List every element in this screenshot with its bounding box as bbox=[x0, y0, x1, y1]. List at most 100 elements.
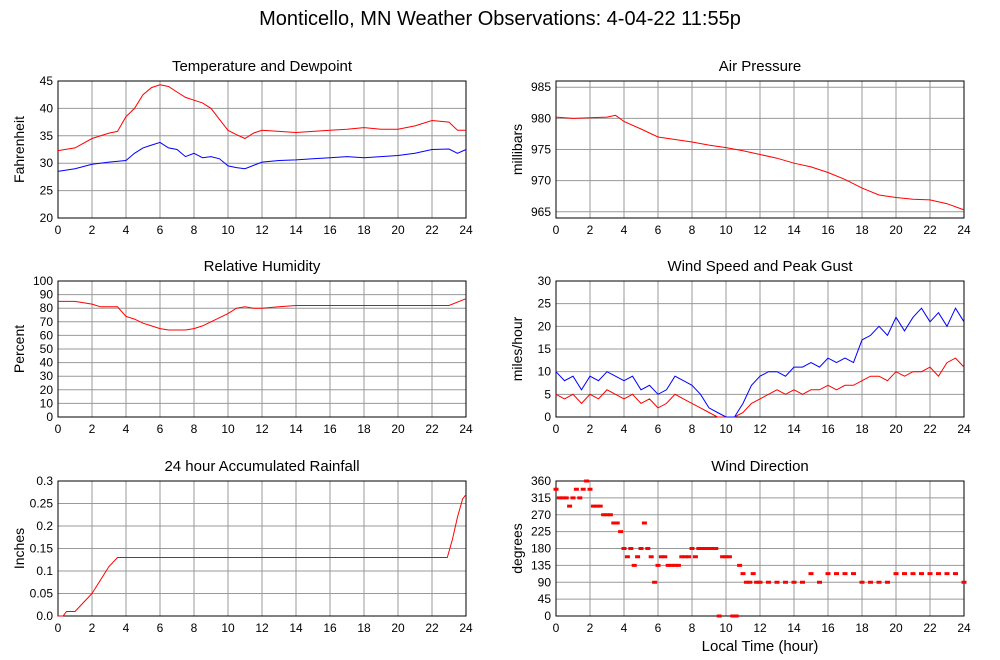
data-point bbox=[961, 580, 967, 584]
series-line-1 bbox=[57, 141, 467, 172]
y-tick-label: 90 bbox=[40, 288, 54, 302]
x-tick-label: 22 bbox=[425, 422, 439, 436]
data-point bbox=[743, 580, 749, 584]
x-tick-label: 20 bbox=[889, 223, 903, 237]
x-tick-label: 4 bbox=[621, 621, 628, 635]
x-tick-label: 4 bbox=[621, 422, 628, 436]
x-tick-label: 12 bbox=[255, 621, 269, 635]
y-tick-label: 40 bbox=[40, 356, 54, 370]
y-tick-label: 0.05 bbox=[30, 587, 54, 601]
data-point bbox=[641, 521, 647, 525]
y-tick-label: 315 bbox=[531, 491, 551, 505]
x-tick-label: 2 bbox=[587, 223, 594, 237]
data-point bbox=[580, 487, 586, 491]
y-tick-label: 0 bbox=[544, 410, 551, 424]
x-tick-label: 14 bbox=[289, 223, 303, 237]
x-tick-label: 16 bbox=[323, 422, 337, 436]
data-point bbox=[842, 572, 848, 576]
x-tick-label: 12 bbox=[753, 422, 767, 436]
x-tick-label: 12 bbox=[753, 223, 767, 237]
data-point bbox=[662, 555, 668, 559]
x-tick-label: 2 bbox=[587, 621, 594, 635]
y-axis-label: Percent bbox=[11, 325, 27, 373]
x-tick-label: 24 bbox=[459, 621, 473, 635]
x-tick-label: 24 bbox=[459, 223, 473, 237]
data-point bbox=[607, 513, 613, 517]
data-point bbox=[553, 487, 559, 491]
data-point bbox=[783, 580, 788, 584]
x-axis-label: Local Time (hour) bbox=[702, 638, 819, 655]
x-tick-label: 16 bbox=[323, 223, 337, 237]
x-tick-label: 2 bbox=[587, 422, 594, 436]
x-tick-label: 18 bbox=[855, 621, 869, 635]
series-line-0 bbox=[57, 84, 466, 152]
data-point bbox=[594, 504, 600, 508]
data-point bbox=[631, 563, 637, 567]
data-point bbox=[726, 555, 732, 559]
x-tick-label: 2 bbox=[89, 621, 96, 635]
y-tick-label: 10 bbox=[40, 396, 54, 410]
data-point bbox=[689, 547, 695, 550]
y-tick-label: 970 bbox=[531, 174, 551, 188]
y-tick-label: 10 bbox=[538, 365, 552, 379]
chart-title: Air Pressure bbox=[719, 58, 802, 75]
chart-title: 24 hour Accumulated Rainfall bbox=[164, 458, 359, 475]
data-point bbox=[919, 572, 924, 576]
y-tick-label: 0.3 bbox=[36, 474, 53, 488]
x-tick-label: 22 bbox=[425, 223, 439, 237]
x-tick-label: 16 bbox=[323, 621, 337, 635]
data-point bbox=[669, 563, 675, 567]
plot-frame bbox=[555, 80, 965, 219]
data-point bbox=[910, 572, 916, 576]
data-point bbox=[834, 572, 839, 576]
data-point bbox=[859, 580, 865, 584]
data-point bbox=[567, 504, 573, 508]
data-point bbox=[750, 572, 756, 576]
series-line-0 bbox=[58, 494, 467, 617]
plot-frame bbox=[57, 480, 467, 617]
y-tick-label: 20 bbox=[40, 211, 54, 225]
data-point bbox=[808, 572, 814, 576]
data-point bbox=[638, 547, 644, 550]
x-tick-label: 8 bbox=[689, 621, 696, 635]
x-tick-label: 14 bbox=[787, 422, 801, 436]
x-tick-label: 0 bbox=[553, 422, 560, 436]
y-tick-label: 975 bbox=[531, 143, 551, 157]
y-tick-label: 25 bbox=[538, 297, 552, 311]
data-point bbox=[672, 563, 678, 567]
data-point bbox=[611, 521, 617, 525]
data-point bbox=[740, 572, 746, 576]
chart-4: 0 2 4 6 8 10 12 14 16 18 20 22 240.00.050.10.150.20.… bbox=[11, 458, 473, 635]
data-point bbox=[614, 521, 620, 525]
data-point bbox=[587, 487, 593, 491]
chart-5: 0 2 4 6 8 10 12 14 16 18 20 22 240459013518022527031… bbox=[509, 458, 971, 655]
data-point bbox=[679, 555, 685, 559]
x-tick-label: 12 bbox=[255, 422, 269, 436]
y-tick-label: 0.2 bbox=[36, 519, 53, 533]
data-point bbox=[635, 555, 641, 559]
y-tick-label: 985 bbox=[531, 80, 551, 94]
x-tick-label: 6 bbox=[655, 621, 662, 635]
data-point bbox=[577, 496, 583, 500]
x-tick-label: 10 bbox=[221, 422, 235, 436]
data-point bbox=[927, 572, 933, 576]
x-tick-label: 0 bbox=[553, 223, 560, 237]
x-tick-label: 6 bbox=[157, 422, 164, 436]
plot-frame bbox=[555, 480, 965, 617]
y-tick-label: 35 bbox=[40, 129, 54, 143]
y-axis-label: Fahrenheit bbox=[11, 116, 27, 183]
x-tick-label: 14 bbox=[289, 621, 303, 635]
data-point bbox=[597, 504, 603, 508]
data-point bbox=[699, 547, 705, 550]
y-tick-label: 40 bbox=[40, 101, 54, 115]
y-tick-label: 965 bbox=[531, 205, 551, 219]
data-point bbox=[713, 547, 719, 550]
x-tick-label: 0 bbox=[55, 621, 62, 635]
x-tick-label: 0 bbox=[553, 621, 560, 635]
x-tick-label: 10 bbox=[719, 223, 733, 237]
data-point bbox=[902, 572, 907, 576]
x-tick-label: 0 bbox=[55, 422, 62, 436]
y-tick-label: 20 bbox=[40, 383, 54, 397]
plot-frame bbox=[57, 280, 467, 418]
y-axis-label: millibars bbox=[509, 124, 525, 175]
